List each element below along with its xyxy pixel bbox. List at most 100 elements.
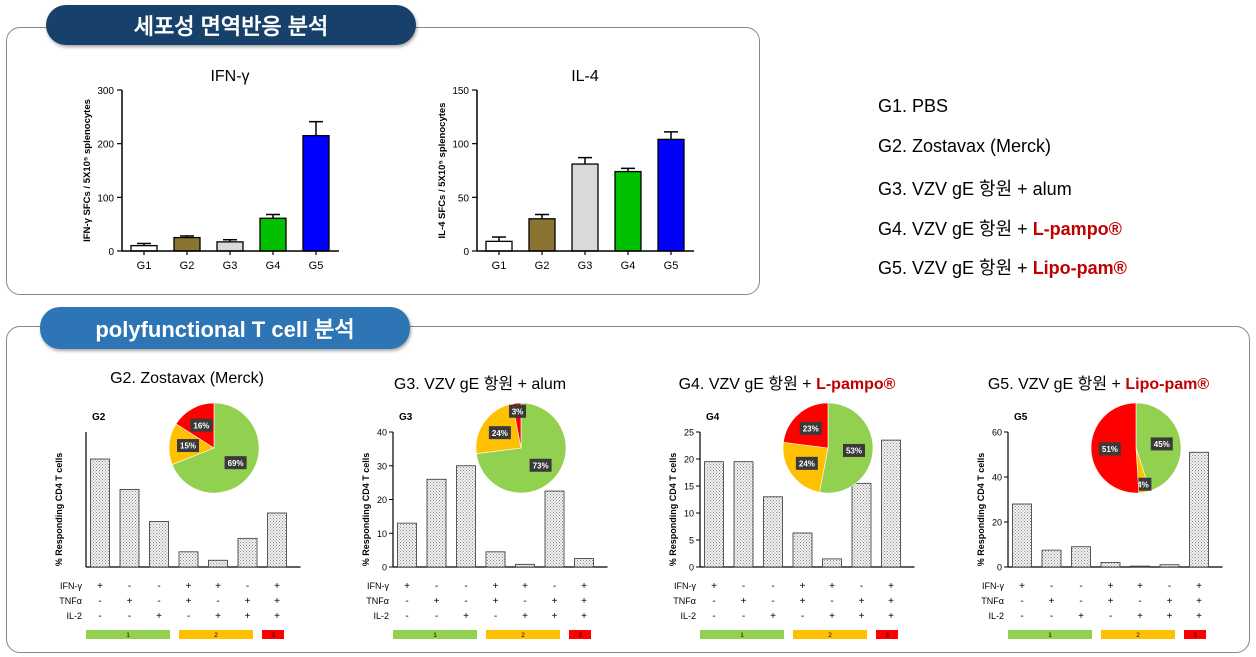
bottom-section-title: polyfunctional T cell 분석	[40, 307, 410, 349]
bar-subset-7	[1189, 451, 1209, 568]
bar-g3	[216, 241, 244, 252]
function-group-label: 3	[271, 632, 275, 639]
cytokine-sign: +	[581, 581, 587, 592]
function-group-1	[393, 630, 477, 639]
cytokine-sign: -	[98, 611, 101, 622]
bar-subset-5	[515, 563, 535, 568]
bar-g2	[173, 236, 201, 252]
il4-chart-title: IL-4	[571, 68, 599, 85]
cytokine-sign: -	[216, 596, 219, 607]
y-tick-label: 10	[377, 529, 387, 539]
bar-g1	[485, 240, 513, 252]
pie-label: 45%	[1154, 440, 1170, 449]
function-group-2	[1101, 630, 1175, 639]
g4-chart-title: G4. VZV gE 항원 + L-pampo®	[652, 370, 922, 394]
bar-subset-1	[704, 461, 724, 568]
cytokine-sign: +	[1078, 611, 1084, 622]
y-tick-label: 50	[458, 193, 470, 204]
x-tick-label: G5	[309, 260, 324, 272]
cytokine-sign: -	[553, 581, 556, 592]
pie-slice	[171, 402, 260, 494]
x-tick-label: G1	[137, 260, 152, 272]
y-tick-label: 0	[108, 247, 114, 258]
bar-subset-2	[119, 488, 140, 568]
x-tick-label: G4	[266, 260, 281, 272]
bar-subset-2	[1041, 549, 1062, 568]
cytokine-sign: +	[215, 581, 221, 592]
pie-label: 73%	[533, 461, 549, 470]
pie-label: 16%	[193, 421, 209, 430]
function-group-label: 2	[214, 632, 218, 639]
il4-chart: G1 G2 G3 G4 G5 0 50 100 150 IL-4 SFCs / 5X10⁵ spl…	[437, 86, 694, 272]
bar-subset-4	[178, 551, 199, 568]
bar-subset-3	[1071, 546, 1091, 568]
y-axis-label: % Responding CD4 T cells	[976, 453, 986, 567]
bar-g5	[302, 134, 330, 252]
g5-polyfunctional-chart: 0 20 40 60 % Responding CD4 T cells G5 IFN-γ + -…	[976, 402, 1223, 639]
cytokine-sign: +	[463, 611, 469, 622]
cytokine-sign: -	[742, 581, 745, 592]
function-group-3	[876, 630, 898, 639]
cytokine-sign: +	[245, 611, 251, 622]
cytokine-sign: +	[1108, 581, 1114, 592]
cytokine-sign: +	[97, 581, 103, 592]
top-section-title: 세포성 면역반응 분석	[46, 5, 416, 45]
cytokine-sign: +	[1167, 596, 1173, 607]
y-tick-label: 30	[377, 461, 387, 471]
cytokine-sign: -	[830, 596, 833, 607]
function-group-label: 3	[885, 632, 889, 639]
bar-subset-1	[90, 458, 110, 568]
y-tick-label: 5	[689, 536, 694, 546]
cytokine-sign: +	[1196, 581, 1202, 592]
pie-label: 3%	[512, 407, 524, 416]
y-tick-label: 60	[992, 428, 1002, 438]
y-axis-label: % Responding CD4 T cells	[361, 453, 371, 567]
function-group-label: 2	[1136, 632, 1140, 639]
y-tick-label: 150	[452, 86, 469, 97]
cytokine-sign: +	[127, 596, 133, 607]
function-group-label: 2	[521, 632, 525, 639]
cytokine-sign: +	[493, 596, 499, 607]
cytokine-sign: -	[1020, 596, 1023, 607]
chart-title-text: G2. Zostavax (Merck)	[110, 370, 264, 387]
bar-g3	[571, 163, 599, 252]
cytokine-sign: -	[1079, 596, 1082, 607]
cytokine-sign: +	[581, 611, 587, 622]
pie-label: 51%	[1102, 445, 1118, 454]
cytokine-sign: +	[859, 596, 865, 607]
y-tick-label: 100	[452, 140, 469, 151]
bar-subset-7	[574, 558, 594, 568]
pie-label-box	[795, 456, 818, 470]
chart-title-adjuvant: Lipo-pam®	[1125, 376, 1210, 393]
y-axis-label: % Responding CD4 T cells	[54, 453, 64, 567]
cytokine-sign: +	[1167, 611, 1173, 622]
y-tick-label: 40	[992, 473, 1002, 483]
cytokine-sign: +	[859, 611, 865, 622]
pie-label-box	[488, 426, 511, 440]
bar-subset-1	[397, 522, 417, 568]
group-legend: G1. PBS G2. Zostavax (Merck) G3. VZV gE 항원…	[878, 96, 1127, 294]
chart-title-adjuvant: L-pampo®	[816, 376, 896, 393]
bar-subset-6	[851, 482, 872, 568]
cytokine-sign: +	[552, 596, 558, 607]
cytokine-label: IL-2	[680, 611, 696, 621]
cytokine-label: IL-2	[988, 611, 1004, 621]
legend-item-g5: G5. VZV gE 항원 + Lipo-pam®	[878, 254, 1127, 294]
function-group-1	[1008, 630, 1092, 639]
y-tick-label: 0	[689, 563, 694, 573]
cytokine-sign: +	[1108, 596, 1114, 607]
cytokine-sign: +	[888, 596, 894, 607]
panel-label: G3	[399, 412, 413, 423]
bar-subset-3	[149, 521, 169, 568]
pie-label: 69%	[228, 459, 244, 468]
pie-label: 24%	[799, 460, 815, 469]
cytokine-sign: -	[712, 596, 715, 607]
pie-label-box	[1098, 442, 1121, 456]
cytokine-sign: +	[522, 611, 528, 622]
bar-g2	[528, 218, 556, 252]
y-tick-label: 0	[382, 563, 387, 573]
cytokine-label: IFN-γ	[367, 581, 389, 591]
function-group-label: 3	[578, 632, 582, 639]
cytokine-sign: +	[770, 611, 776, 622]
cytokine-label: TNFα	[673, 596, 696, 606]
